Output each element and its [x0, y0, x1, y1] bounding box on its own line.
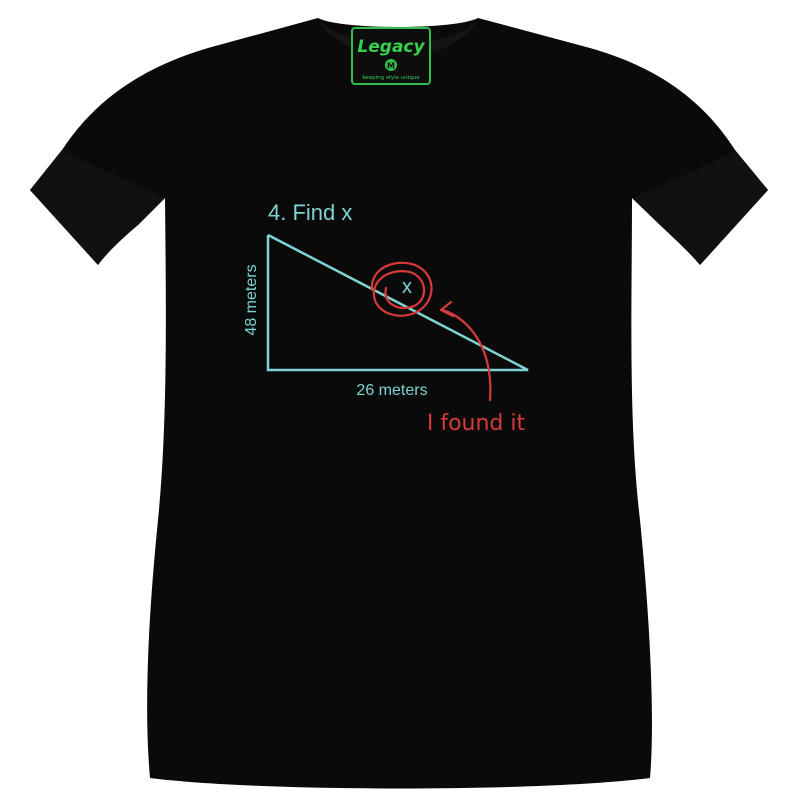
annotation-text: I found it — [427, 411, 526, 436]
brand-badge-icon — [385, 59, 397, 71]
tshirt-body — [30, 18, 768, 789]
brand-tagline: keeping style unique — [362, 75, 420, 81]
brand-label: Legacy M keeping style unique — [351, 27, 431, 85]
print-design: 4. Find x 48 meters 26 meters x I found … — [243, 200, 529, 436]
x-mark: x — [402, 276, 412, 298]
brand-name: Legacy — [357, 37, 425, 57]
scribble-circle-icon — [370, 261, 433, 317]
sleeve-shade-right — [632, 150, 768, 265]
brand-badge-letter: M — [387, 62, 395, 71]
brand-label-background — [351, 27, 431, 85]
triangle-shape — [266, 233, 529, 372]
horizontal-side-label: 26 meters — [356, 382, 427, 399]
print-heading: 4. Find x — [268, 200, 352, 225]
annotation-arrow-icon — [440, 308, 492, 402]
vertical-side-label: 48 meters — [243, 264, 260, 335]
sleeve-shade-left — [30, 150, 165, 265]
arrowhead-icon — [439, 300, 455, 318]
